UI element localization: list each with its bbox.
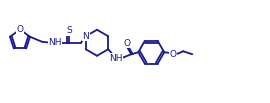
Text: N: N	[82, 32, 89, 41]
Text: S: S	[66, 26, 72, 35]
Text: O: O	[16, 25, 23, 34]
Text: O: O	[170, 50, 177, 59]
Text: NH: NH	[110, 54, 123, 63]
Text: NH: NH	[48, 38, 62, 47]
Text: O: O	[124, 39, 131, 48]
